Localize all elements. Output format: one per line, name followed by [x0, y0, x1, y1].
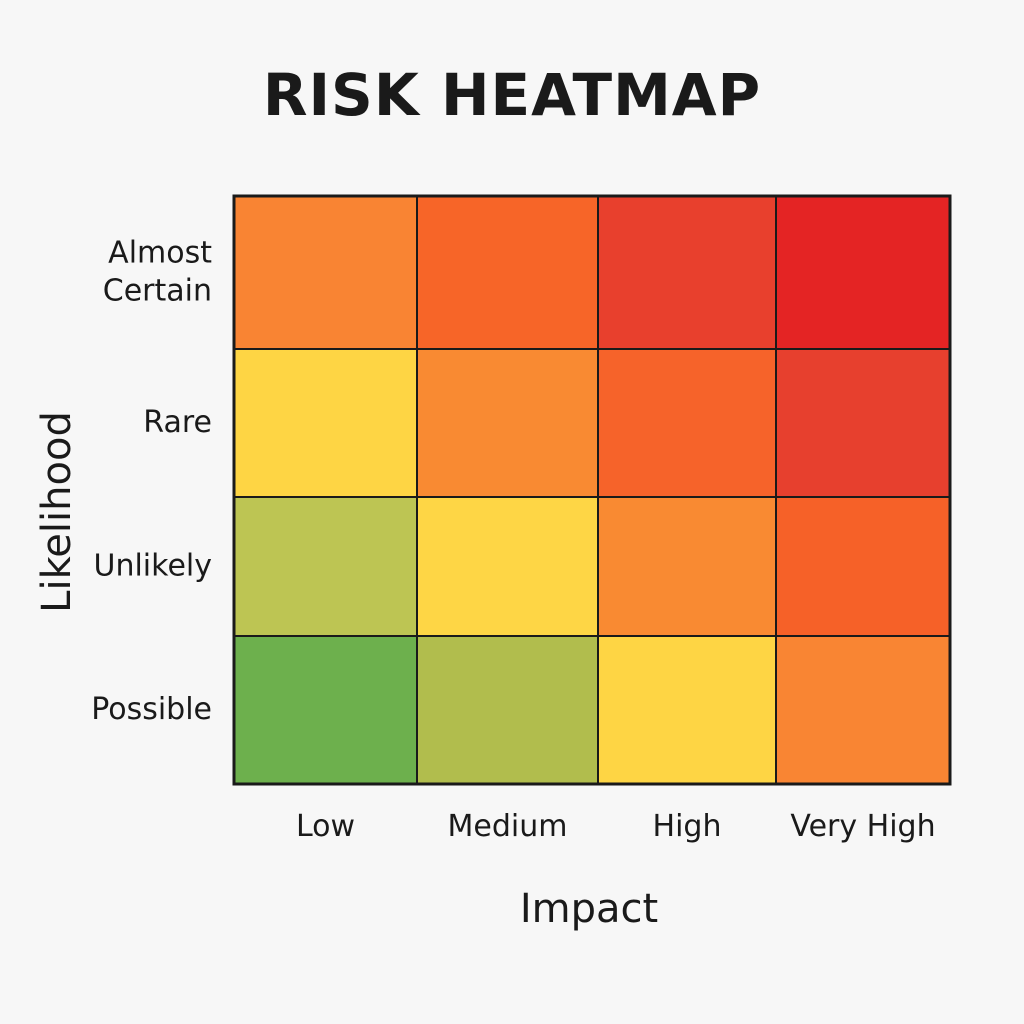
y-axis-label: Likelihood	[34, 411, 80, 613]
heatmap-cell	[233, 195, 418, 350]
x-tick-label: Very High	[790, 809, 935, 844]
heatmap-cell	[233, 496, 418, 637]
heatmap-cell	[416, 635, 599, 785]
heatmap-cell	[597, 195, 777, 350]
y-tick-label: Rare	[143, 405, 212, 440]
heatmap-cell	[775, 195, 951, 350]
heatmap-cell	[233, 635, 418, 785]
heatmap-cell	[775, 635, 951, 785]
x-axis-label: Impact	[520, 886, 658, 932]
x-tick-label: High	[653, 809, 722, 844]
y-tick-label: Possible	[91, 692, 212, 727]
heatmap-cell	[416, 496, 599, 637]
heatmap-cells	[233, 195, 951, 785]
y-tick-label: Unlikely	[94, 548, 213, 583]
heatmap-cell	[597, 348, 777, 498]
heatmap-cell	[416, 348, 599, 498]
heatmap-cell	[233, 348, 418, 498]
heatmap-cell	[597, 496, 777, 637]
heatmap-cell	[416, 195, 599, 350]
x-tick-labels: Low Medium High Very High	[296, 809, 936, 844]
y-tick-labels: Almost Certain Rare Unlikely Possible	[91, 235, 212, 727]
heatmap-cell	[597, 635, 777, 785]
heatmap-frame	[232, 194, 952, 786]
heatmap-cell	[775, 496, 951, 637]
y-tick-label: Almost Certain	[103, 235, 212, 308]
x-tick-label: Low	[296, 809, 355, 844]
x-tick-label: Medium	[448, 809, 568, 844]
heatmap-cell	[775, 348, 951, 498]
chart-title: RISK HEATMAP	[262, 61, 762, 129]
